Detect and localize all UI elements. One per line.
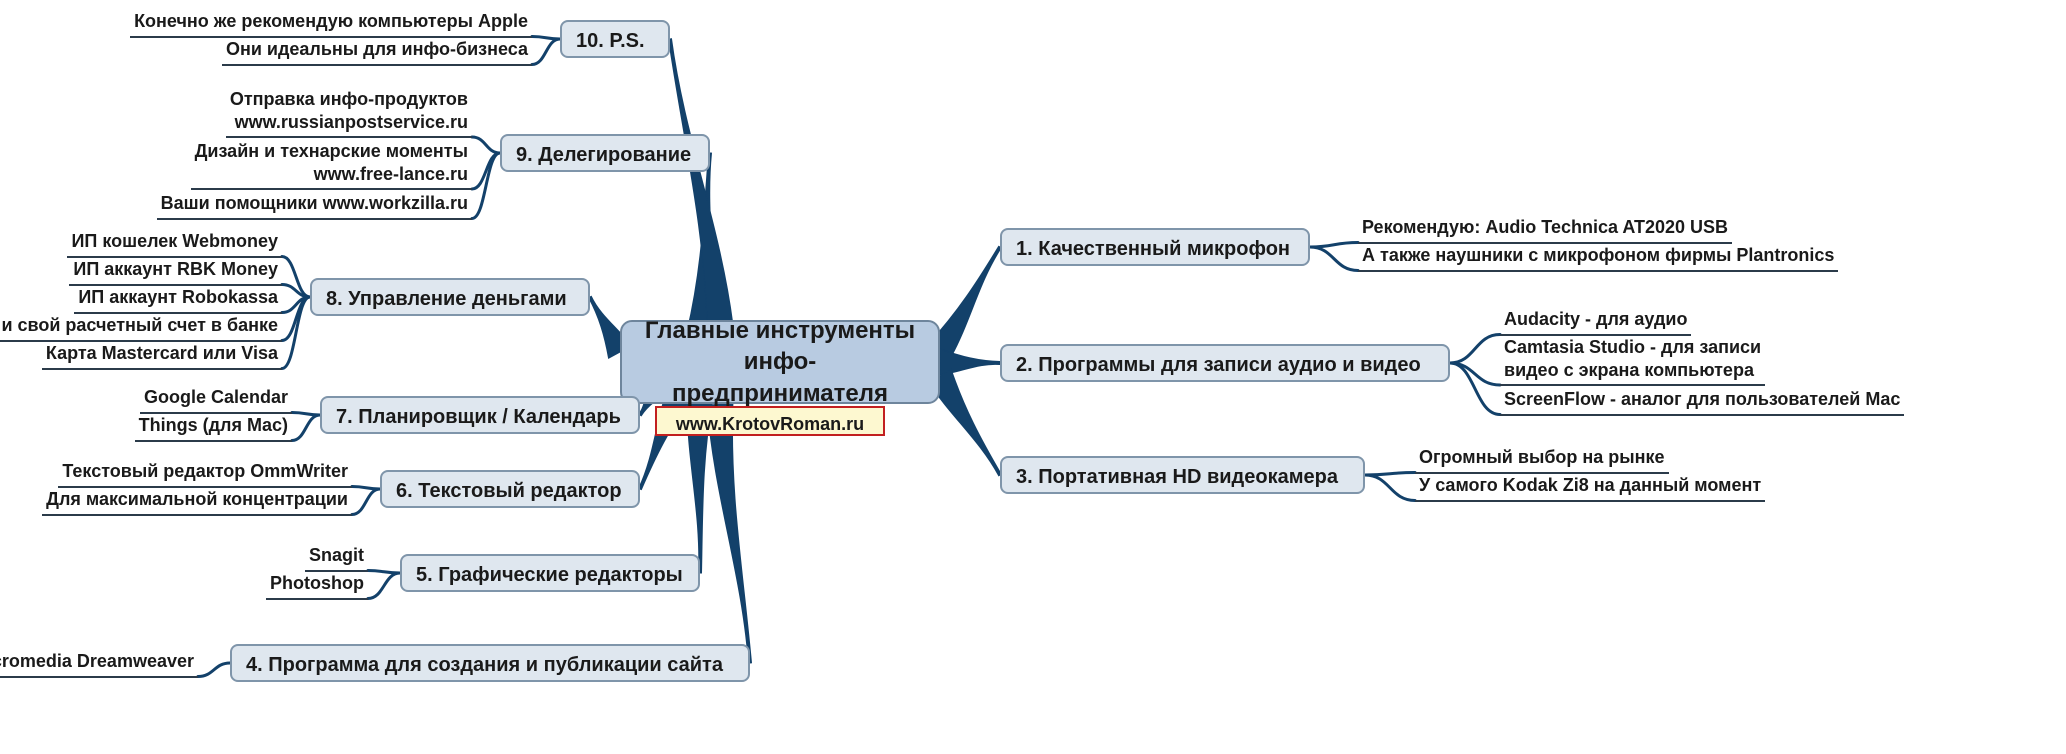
url-badge: www.KrotovRoman.ru [655,406,885,436]
edge-center-b10 [669,39,733,328]
edge-b1-leaf-1 [1310,247,1358,271]
leaf-b8-0: ИП кошелек Webmoney [67,228,282,258]
leaf-b2-1: Camtasia Studio - для записивидео с экра… [1500,334,1765,386]
leaf-b9-0: Отправка инфо-продуктовwww.russianpostse… [226,86,472,138]
leaf-b10-1: Они идеальны для инфо-бизнеса [222,36,532,66]
leaf-b9-1: Дизайн и технарские моментыwww.free-lanc… [191,138,472,190]
edge-b6-leaf-1 [352,489,380,515]
branch-b3: 3. Портативная HD видеокамера [1000,456,1365,494]
edge-b2-leaf-2 [1450,363,1500,415]
edge-b9-leaf-0 [472,137,500,153]
edge-b8-leaf-3 [282,297,310,341]
leaf-b2-0: Audacity - для аудио [1500,306,1691,336]
edge-b8-leaf-4 [282,297,310,369]
leaf-b8-3: ИП и свой расчетный счет в банке [0,312,282,342]
leaf-b7-0: Google Calendar [140,384,292,414]
edge-b3-leaf-1 [1365,475,1415,501]
leaf-b4-0: Macromedia Dreamweaver [0,648,198,678]
leaf-b1-1: А также наушники с микрофоном фирмы Plan… [1358,242,1838,272]
leaf-b8-4: Карта Mastercard или Visa [42,340,282,370]
edge-b8-leaf-1 [282,285,310,298]
center-node: Главные инструментыинфо-предпринимателя [620,320,940,404]
mindmap-stage: Главные инструментыинфо-предпринимателяw… [0,0,2066,754]
edge-b3-leaf-0 [1365,473,1415,476]
branch-b6: 6. Текстовый редактор [380,470,640,508]
edge-b5-leaf-1 [368,573,400,599]
leaf-b8-2: ИП аккаунт Robokassa [74,284,282,314]
branch-b2: 2. Программы для записи аудио и видео [1000,344,1450,382]
edge-center-b2 [940,349,1000,375]
edge-b5-leaf-0 [368,571,400,574]
leaf-b3-1: У самого Kodak Zi8 на данный момент [1415,472,1765,502]
branch-b4: 4. Программа для создания и публикации с… [230,644,750,682]
leaf-b2-2: ScreenFlow - аналог для пользователей Ma… [1500,386,1904,416]
leaf-b6-1: Для максимальной концентрации [42,486,352,516]
branch-b7: 7. Планировщик / Календарь [320,396,640,434]
edge-b8-leaf-2 [282,297,310,313]
branch-b1: 1. Качественный микрофон [1000,228,1310,266]
edge-b9-leaf-2 [472,153,500,219]
branch-b9: 9. Делегирование [500,134,710,172]
leaf-b8-1: ИП аккаунт RBK Money [69,256,282,286]
edge-center-b4 [707,403,751,664]
edge-b8-leaf-0 [282,257,310,298]
edge-b10-leaf-1 [532,39,560,65]
branch-b10: 10. P.S. [560,20,670,58]
edge-b7-leaf-1 [292,415,320,441]
edge-b7-leaf-0 [292,413,320,416]
edge-b9-leaf-1 [472,153,500,189]
edge-b10-leaf-0 [532,37,560,40]
edge-b1-leaf-0 [1310,243,1358,248]
leaf-b3-0: Огромный выбор на рынке [1415,444,1669,474]
edge-center-b9 [687,153,714,333]
branch-b8: 8. Управление деньгами [310,278,590,316]
edge-b2-leaf-1 [1450,363,1500,385]
edge-b2-leaf-0 [1450,335,1500,364]
leaf-b7-1: Things (для Mac) [135,412,292,442]
leaf-b10-0: Конечно же рекомендую компьютеры Apple [130,8,532,38]
edge-b4-leaf-0 [198,663,230,677]
leaf-b1-0: Рекомендую: Audio Technica AT2020 USB [1358,214,1732,244]
leaf-b9-2: Ваши помощники www.workzilla.ru [157,190,472,220]
leaf-b6-0: Текстовый редактор OmmWriter [58,458,352,488]
leaf-b5-1: Photoshop [266,570,368,600]
edge-b6-leaf-0 [352,487,380,490]
branch-b5: 5. Графические редакторы [400,554,700,592]
leaf-b5-0: Snagit [305,542,368,572]
